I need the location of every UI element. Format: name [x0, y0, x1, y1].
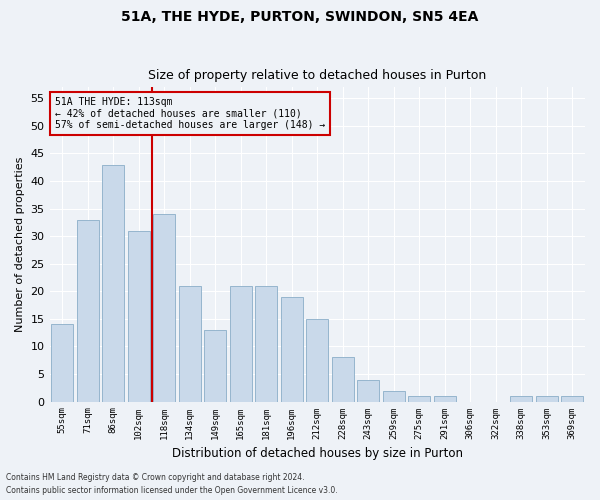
Bar — [154, 214, 175, 402]
Text: Contains HM Land Registry data © Crown copyright and database right 2024.
Contai: Contains HM Land Registry data © Crown c… — [6, 474, 338, 495]
Bar — [256, 286, 277, 402]
Bar — [332, 358, 353, 402]
Bar — [383, 390, 404, 402]
X-axis label: Distribution of detached houses by size in Purton: Distribution of detached houses by size … — [172, 447, 463, 460]
Bar — [179, 286, 200, 402]
Bar — [307, 319, 328, 402]
Title: Size of property relative to detached houses in Purton: Size of property relative to detached ho… — [148, 69, 487, 82]
Bar — [230, 286, 251, 402]
Bar — [409, 396, 430, 402]
Bar — [562, 396, 583, 402]
Bar — [205, 330, 226, 402]
Text: 51A, THE HYDE, PURTON, SWINDON, SN5 4EA: 51A, THE HYDE, PURTON, SWINDON, SN5 4EA — [121, 10, 479, 24]
Text: 51A THE HYDE: 113sqm
← 42% of detached houses are smaller (110)
57% of semi-deta: 51A THE HYDE: 113sqm ← 42% of detached h… — [55, 97, 325, 130]
Bar — [77, 220, 98, 402]
Y-axis label: Number of detached properties: Number of detached properties — [15, 157, 25, 332]
Bar — [434, 396, 455, 402]
Bar — [103, 164, 124, 402]
Bar — [281, 297, 302, 402]
Bar — [511, 396, 532, 402]
Bar — [358, 380, 379, 402]
Bar — [52, 324, 73, 402]
Bar — [536, 396, 557, 402]
Bar — [128, 230, 149, 402]
